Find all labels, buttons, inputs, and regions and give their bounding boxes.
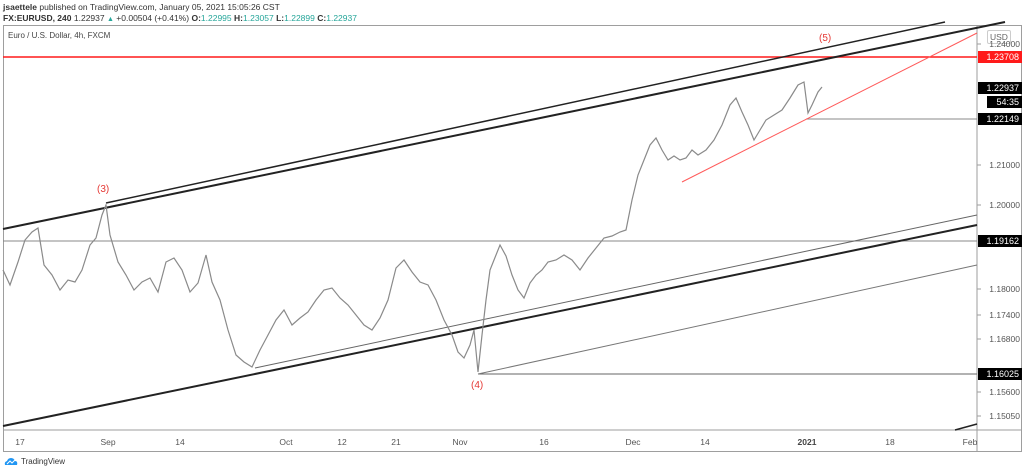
price-tick: 1.24000 [989,39,1020,49]
symbol-info: FX:EURUSD, 240 1.22937 ▲ +0.00504 (+0.41… [3,13,357,23]
price-tag-last: 1.22937 [978,82,1022,94]
time-tick: Dec [625,437,641,447]
close-value: 1.22937 [326,13,357,23]
open-label: O: [191,13,201,23]
time-tick: Nov [452,437,468,447]
close-label: C: [317,13,327,23]
time-tick: 18 [885,437,895,447]
time-tick: 2021 [797,437,817,447]
countdown-tag: 54:35 [987,96,1022,108]
chart-legend: Euro / U.S. Dollar, 4h, FXCM [8,31,111,40]
brand-name: TradingView [21,457,66,466]
up-arrow-icon: ▲ [106,16,114,23]
time-tick: 12 [337,437,347,447]
price-tick: 1.21000 [989,160,1020,170]
price-tick: 1.15050 [989,411,1020,421]
time-tick: 14 [700,437,710,447]
time-tick: 21 [391,437,401,447]
symbol: FX:EURUSD, 240 [3,13,72,23]
last-price: 1.22937 [73,13,105,23]
time-tick: Feb [962,437,978,447]
high-value: 1.23057 [243,13,274,23]
open-value: 1.22995 [200,13,232,23]
time-tick: 14 [175,437,185,447]
high-label: H: [234,13,243,23]
price-tick: 1.18000 [989,284,1020,294]
price-tag-level: 1.19162 [978,235,1022,247]
time-tick: Oct [279,437,293,447]
price-tag-low: 1.16025 [978,368,1022,380]
publish-info: jsaettele published on TradingView.com, … [3,2,280,12]
wave-label-3: (3) [97,184,110,195]
price-tick: 1.15600 [989,387,1020,397]
wave-label-4: (4) [471,380,484,391]
time-tick: 16 [539,437,549,447]
tradingview-brand[interactable]: TradingView [4,457,65,466]
price-tick: 1.16800 [989,334,1020,344]
price-tag-support: 1.22149 [978,113,1022,125]
publisher-name: jsaettele [3,2,38,12]
price-tick: 1.20000 [989,200,1020,210]
time-tick: 17 [15,437,25,447]
time-tick: Sep [100,437,116,447]
price-change: +0.00504 (+0.41%) [116,13,190,23]
low-label: L: [276,13,285,23]
tradingview-logo-icon [4,458,18,465]
price-tick: 1.17400 [989,310,1020,320]
low-value: 1.22899 [284,13,315,23]
currency-label[interactable]: USD [987,30,1011,44]
price-tag-resistance: 1.23708 [978,51,1022,63]
wave-label-5: (5) [819,33,832,44]
publish-text: published on TradingView.com, January 05… [39,2,280,12]
